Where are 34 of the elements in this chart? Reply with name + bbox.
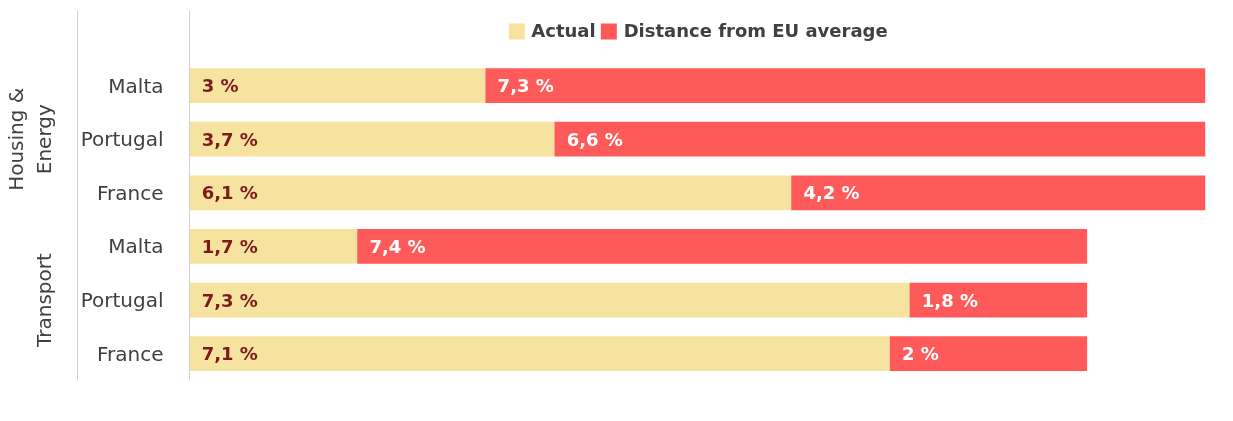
data-label: 7,1 % xyxy=(201,343,258,365)
y-tick-label: France xyxy=(97,180,164,205)
data-label: 6,6 % xyxy=(566,128,623,150)
y-tick-label: Portugal xyxy=(80,288,164,313)
y-tick-label: France xyxy=(97,341,164,366)
bar xyxy=(189,336,890,372)
bar xyxy=(189,68,486,103)
bar xyxy=(357,229,1088,264)
data-label: 7,3 % xyxy=(497,75,554,97)
text: Transport xyxy=(32,252,57,348)
bar xyxy=(189,282,910,318)
bar xyxy=(889,336,1088,372)
y-tick-label: Malta xyxy=(108,73,164,98)
y-tick-label: Portugal xyxy=(80,127,164,152)
bar xyxy=(189,229,358,264)
legend-label: Actual xyxy=(531,20,596,41)
legend-label: Distance from EU average xyxy=(623,20,888,41)
data-label: 2 % xyxy=(902,343,939,365)
data-label: 3,7 % xyxy=(201,128,258,150)
data-label: 7,4 % xyxy=(369,235,426,257)
data-label: 3 % xyxy=(201,75,239,97)
bar xyxy=(189,175,792,211)
y-tick-label: Malta xyxy=(108,234,164,259)
bar xyxy=(189,121,555,157)
data-label: 6,1 % xyxy=(201,182,258,204)
bar xyxy=(791,175,1206,211)
data-label: 1,8 % xyxy=(921,289,978,311)
text: Housing & Energy xyxy=(3,87,57,191)
data-label: 1,7 % xyxy=(201,235,258,257)
bar xyxy=(485,68,1206,103)
bar xyxy=(554,121,1206,157)
data-label: 4,2 % xyxy=(803,182,860,204)
bar xyxy=(909,282,1088,318)
data-label: 7,3 % xyxy=(201,289,258,311)
